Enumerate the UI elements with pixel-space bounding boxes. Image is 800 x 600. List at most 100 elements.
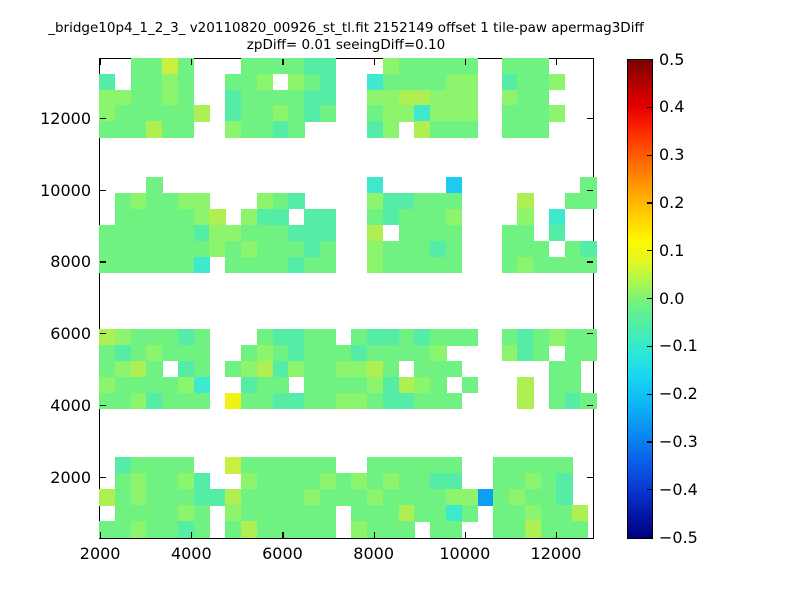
- heatmap-cell: [272, 329, 289, 346]
- heatmap-cell: [272, 376, 289, 394]
- heatmap-cell: [382, 240, 400, 258]
- heatmap-cell: [304, 473, 321, 490]
- heatmap-cell: [256, 208, 274, 226]
- colorbar-tick-mark: [647, 489, 652, 491]
- heatmap-cell: [351, 392, 368, 410]
- heatmap-cell: [256, 360, 274, 378]
- heatmap-cell: [130, 392, 147, 410]
- heatmap-cell: [580, 240, 597, 258]
- heatmap-cell: [382, 329, 400, 346]
- heatmap-cell: [99, 489, 116, 506]
- heatmap-cell: [225, 121, 242, 138]
- heatmap-cell: [517, 256, 534, 274]
- colorbar-tick-label: 0.1: [659, 240, 685, 260]
- heatmap-cell: [548, 360, 566, 378]
- heatmap-cell: [414, 89, 431, 106]
- heatmap-cell: [430, 192, 447, 210]
- heatmap-cell: [461, 89, 479, 106]
- heatmap-cell: [146, 121, 163, 138]
- tick-mark: [555, 532, 558, 538]
- heatmap-cell: [430, 505, 447, 522]
- heatmap-cell: [162, 521, 179, 538]
- heatmap-cell: [517, 105, 534, 122]
- heatmap-cell: [130, 224, 147, 242]
- heatmap-cell: [382, 376, 400, 394]
- heatmap-cell: [533, 58, 550, 75]
- heatmap-cell: [177, 457, 195, 474]
- heatmap-cell: [382, 392, 400, 410]
- heatmap-cell: [256, 329, 274, 346]
- tick-mark: [587, 405, 593, 407]
- heatmap-cell: [288, 240, 305, 258]
- heatmap-cell: [564, 392, 581, 410]
- heatmap-cell: [146, 105, 163, 122]
- plot-title: _bridge10p4_1_2_3_ v20110820_00926_st_tl…: [48, 20, 644, 36]
- heatmap-cell: [382, 505, 400, 522]
- heatmap-cell: [114, 344, 132, 362]
- heatmap-cell: [398, 329, 415, 346]
- heatmap-cell: [146, 521, 163, 538]
- heatmap-cell: [398, 489, 415, 506]
- heatmap-cell: [256, 505, 274, 522]
- heatmap-cell: [445, 176, 463, 194]
- heatmap-cell: [114, 521, 132, 538]
- heatmap-cell: [564, 192, 581, 210]
- heatmap-cell: [240, 105, 258, 122]
- heatmap-cell: [146, 473, 163, 490]
- heatmap-cell: [564, 240, 581, 258]
- heatmap-cell: [99, 121, 116, 138]
- heatmap-cell: [193, 392, 210, 410]
- heatmap-cell: [272, 360, 289, 378]
- heatmap-cell: [288, 457, 305, 474]
- heatmap-cell: [548, 392, 566, 410]
- heatmap-cell: [398, 73, 415, 91]
- heatmap-cell: [256, 73, 274, 91]
- heatmap-cell: [240, 240, 258, 258]
- heatmap-cell: [548, 105, 566, 122]
- heatmap-cell: [162, 489, 179, 506]
- heatmap-cell: [556, 489, 573, 506]
- heatmap-cell: [99, 256, 116, 274]
- heatmap-cell: [162, 208, 179, 226]
- heatmap-cell: [130, 73, 147, 91]
- heatmap-cell: [414, 240, 431, 258]
- heatmap-cell: [177, 505, 195, 522]
- heatmap-cell: [524, 521, 542, 538]
- heatmap-cell: [414, 105, 431, 122]
- heatmap-cell: [430, 329, 447, 346]
- heatmap-cell: [209, 489, 226, 506]
- heatmap-cell: [517, 89, 534, 106]
- heatmap-cell: [398, 105, 415, 122]
- heatmap-cell: [398, 240, 415, 258]
- heatmap-cell: [382, 256, 400, 274]
- heatmap-cell: [445, 208, 463, 226]
- heatmap-cell: [430, 489, 447, 506]
- heatmap-cell: [240, 89, 258, 106]
- heatmap-cell: [319, 224, 337, 242]
- heatmap-cell: [256, 521, 274, 538]
- heatmap-cell: [367, 121, 384, 138]
- heatmap-cell: [517, 392, 534, 410]
- heatmap-cell: [414, 360, 431, 378]
- heatmap-cell: [177, 360, 195, 378]
- heatmap-cell: [319, 89, 337, 106]
- x-tick-label: 12000: [530, 544, 582, 563]
- heatmap-cell: [240, 58, 258, 75]
- heatmap-cell: [146, 89, 163, 106]
- heatmap-cell: [414, 73, 431, 91]
- heatmap-cell: [177, 224, 195, 242]
- heatmap-cell: [130, 505, 147, 522]
- heatmap-cell: [517, 344, 534, 362]
- heatmap-cell: [162, 505, 179, 522]
- heatmap-cell: [445, 457, 463, 474]
- y-tick-label: 10000: [40, 180, 91, 200]
- heatmap-cell: [367, 344, 384, 362]
- tick-mark: [587, 189, 593, 191]
- heatmap-cell: [304, 208, 321, 226]
- heatmap-cell: [193, 505, 210, 522]
- heatmap-cell: [146, 457, 163, 474]
- heatmap-cell: [99, 89, 116, 106]
- heatmap-cell: [240, 489, 258, 506]
- heatmap-cell: [335, 360, 352, 378]
- heatmap-cell: [99, 329, 116, 346]
